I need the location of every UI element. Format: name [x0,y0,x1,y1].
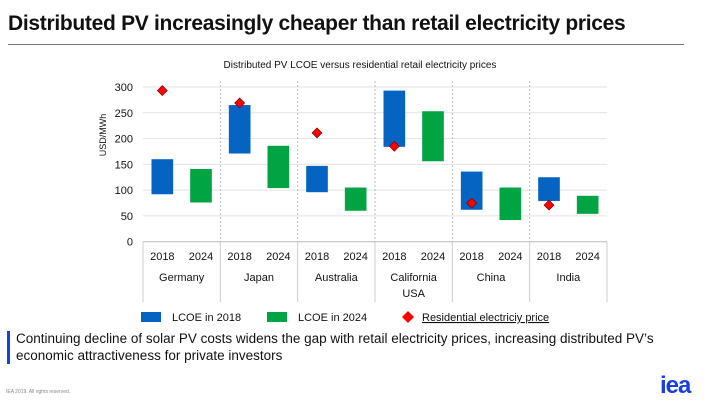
y-tick-label: 0 [127,237,133,249]
copyright: IEA 2019. All rights reserved. [6,389,71,395]
marker-residential-price-california-usa [388,140,400,152]
marker-residential-price-japan [234,97,246,109]
y-tick-label: 200 [115,134,133,146]
legend-swatch-diamond [402,311,414,323]
iea-logo: iea [660,372,691,399]
x-subcategory-label: 2018 [537,251,561,263]
x-category-label: USA [402,288,425,300]
x-subcategory-label: 2024 [575,251,599,263]
caption-accent-bar [7,331,10,364]
bar-lcoe-2024-china [499,187,522,221]
x-subcategory-label: 2024 [189,251,213,263]
x-category-label: China [477,272,507,284]
x-subcategory-label: 2018 [382,251,406,263]
bar-lcoe-2018-japan [228,105,251,154]
title-divider [8,44,684,45]
bar-lcoe-2024-germany [190,168,212,203]
bar-lcoe-2024-india [576,195,599,214]
x-subcategory-label: 2018 [459,251,483,263]
legend-label: LCOE in 2018 [172,312,241,324]
bar-lcoe-2018-china [460,171,483,210]
x-subcategory-label: 2024 [343,251,367,263]
legend-swatch-2018 [141,312,161,322]
y-tick-label: 50 [121,211,133,223]
x-category-label: India [556,272,581,284]
y-tick-label: 300 [115,82,133,94]
bar-lcoe-2018-india [538,177,560,201]
x-subcategory-label: 2024 [266,251,290,263]
x-category-label: Japan [244,272,274,284]
x-category-label: Germany [159,272,205,284]
y-tick-label: 100 [115,185,133,197]
legend-label: LCOE in 2024 [298,312,367,324]
x-category-label: California [390,272,437,284]
bar-lcoe-2018-germany [151,159,174,195]
marker-residential-price-germany [156,85,168,97]
legend-swatch-2024 [267,312,287,322]
marker-residential-price-china [466,197,478,209]
page-title: Distributed PV increasingly cheaper than… [8,12,626,35]
caption-text: Continuing decline of solar PV costs wid… [16,331,654,363]
x-subcategory-label: 2018 [305,251,329,263]
x-category-label: Australia [315,272,359,284]
legend-label: Residential electriciy price [422,312,549,324]
x-subcategory-label: 2018 [150,251,174,263]
y-axis-label: USD/MWh [98,114,108,157]
y-tick-label: 150 [115,159,133,171]
x-subcategory-label: 2024 [498,251,522,263]
x-subcategory-label: 2024 [421,251,445,263]
bar-lcoe-2018-australia [306,165,328,193]
y-tick-label: 250 [115,108,133,120]
chart-title: Distributed PV LCOE versus residential r… [224,60,497,71]
marker-residential-price-australia [311,127,323,139]
x-subcategory-label: 2018 [227,251,251,263]
bar-lcoe-2024-japan [267,145,290,189]
bar-lcoe-2018-california-usa [383,90,406,147]
marker-residential-price-india [543,199,555,211]
bar-lcoe-2024-australia [344,187,367,211]
bar-lcoe-2024-california-usa [422,111,444,162]
